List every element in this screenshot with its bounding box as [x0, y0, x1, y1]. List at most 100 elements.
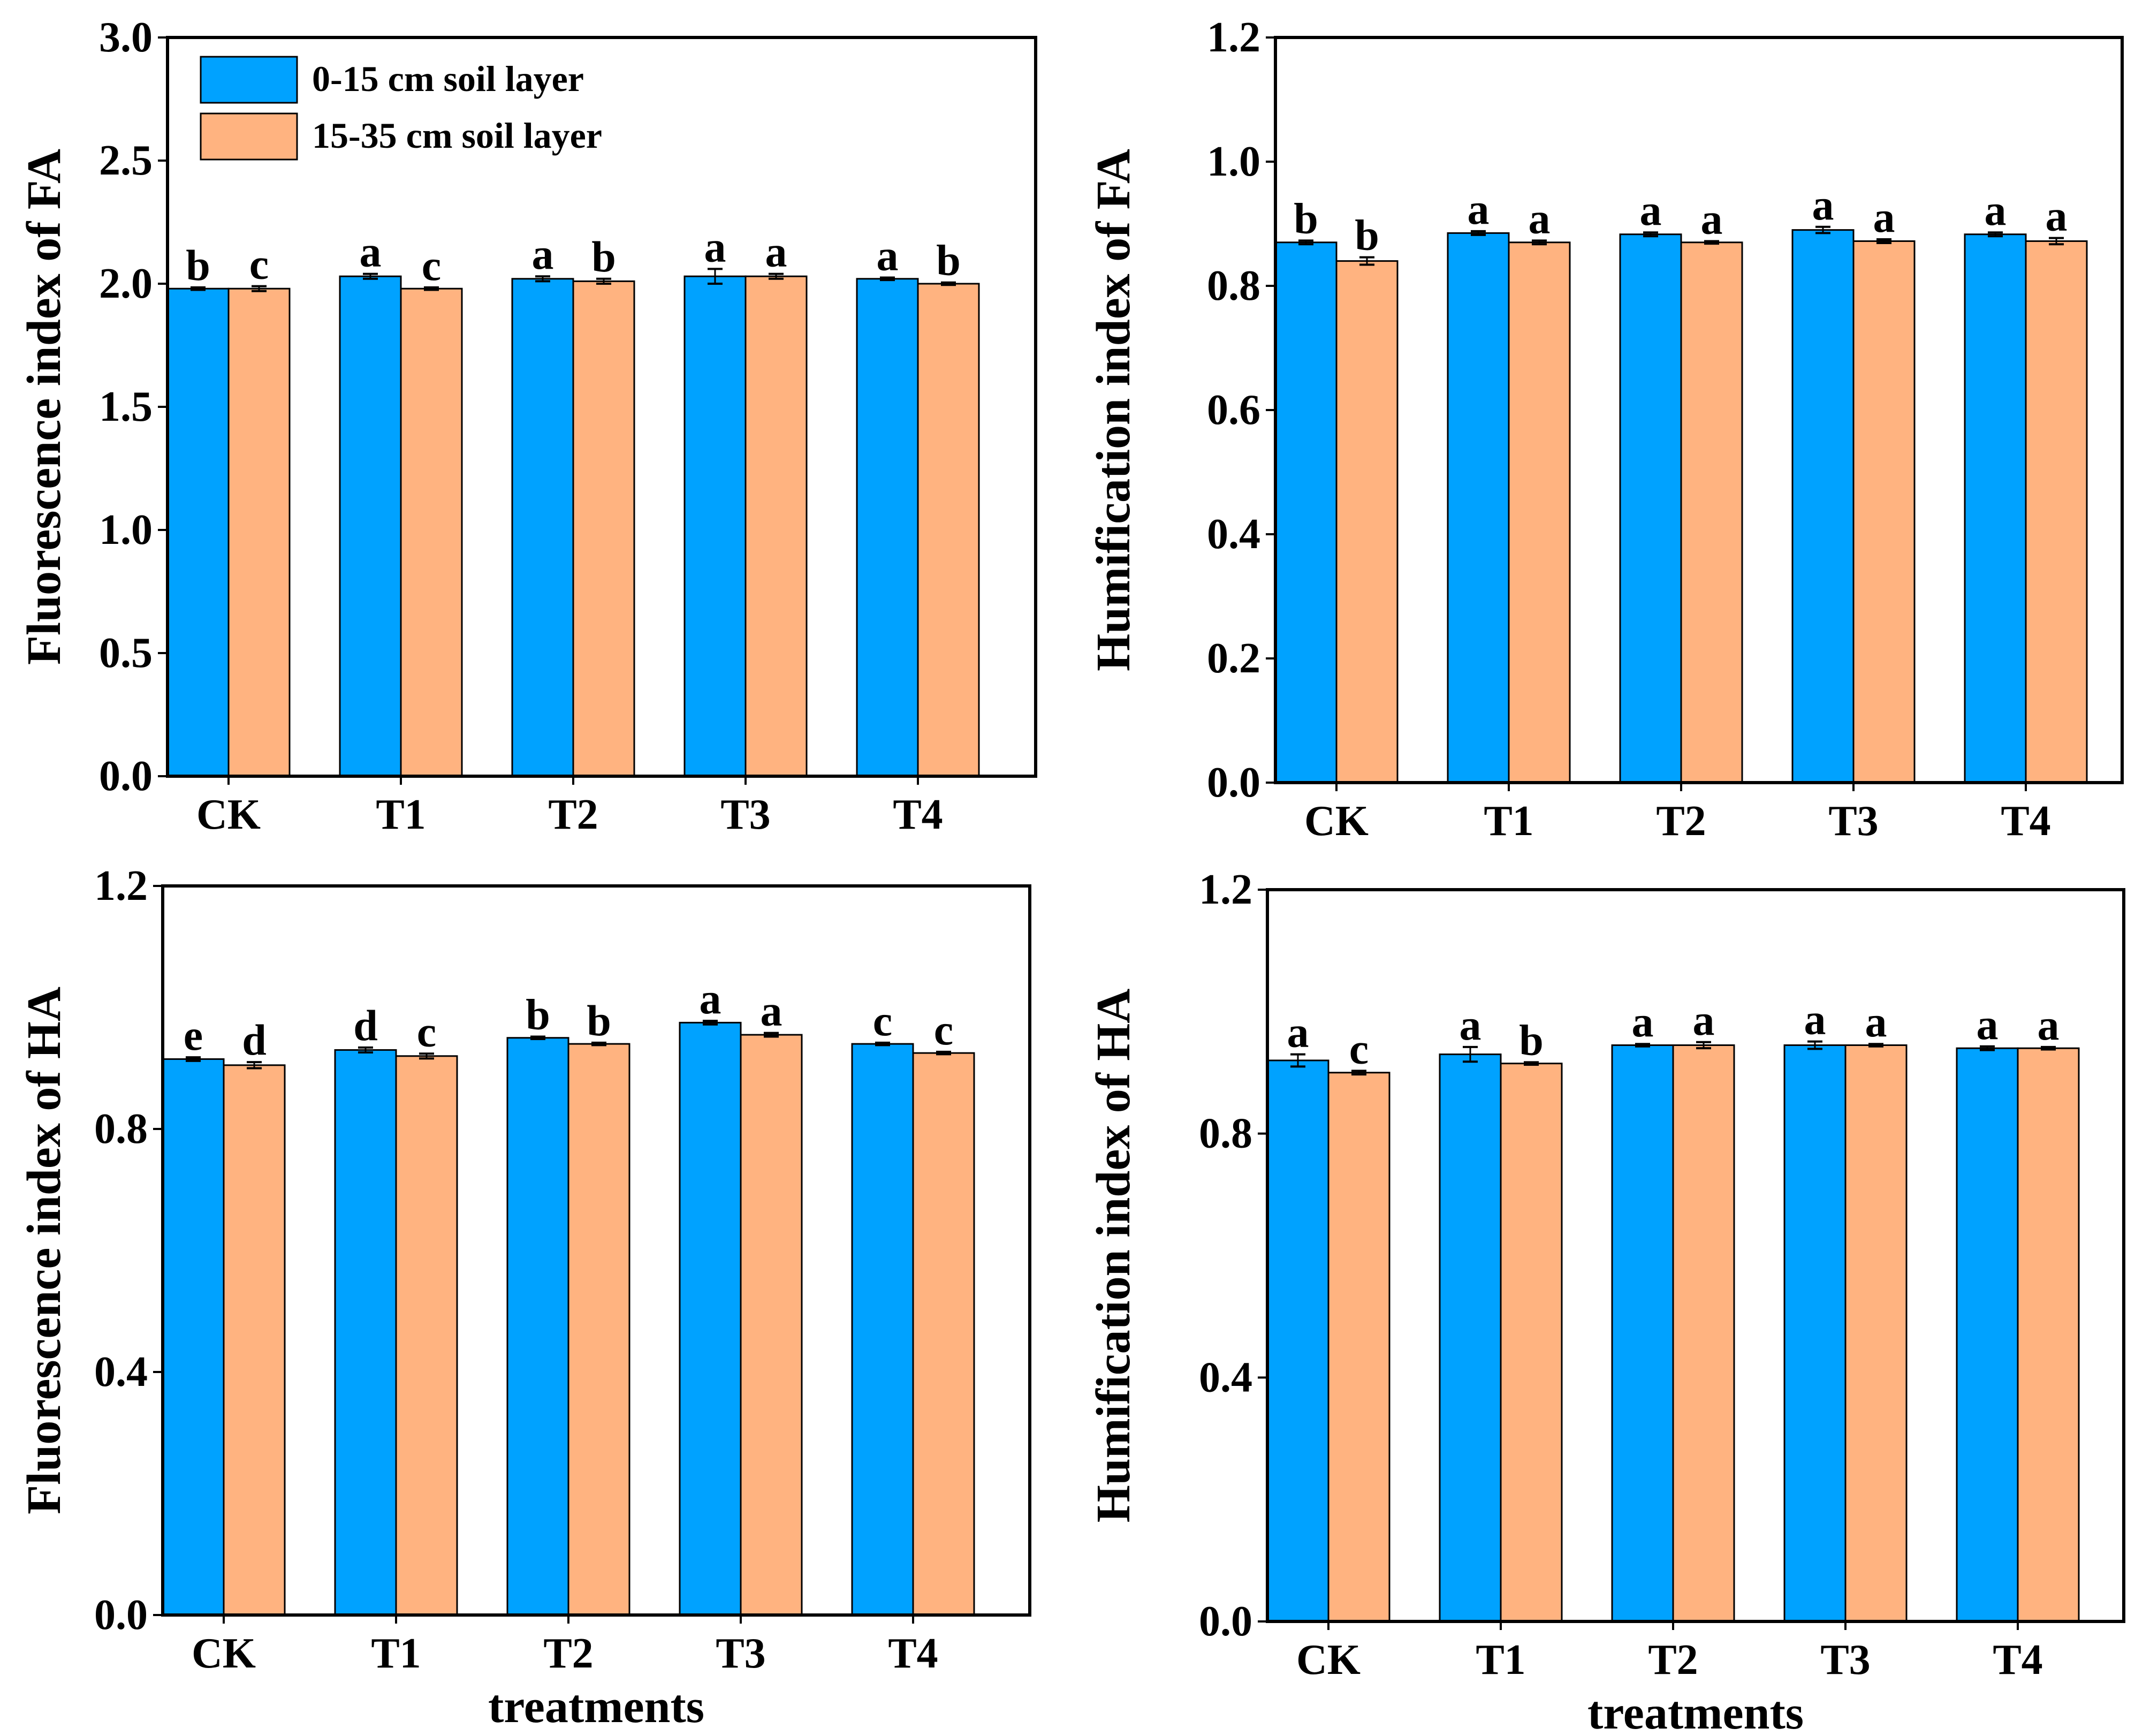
bar-0-15-ck [162, 1058, 225, 1616]
y-tick-label: 1.2 [1207, 14, 1260, 61]
category-label-t2: T2 [1648, 1636, 1698, 1684]
category-label-t3: T3 [716, 1630, 765, 1677]
significance-label: b [526, 990, 550, 1038]
significance-label: c [249, 240, 269, 289]
significance-label: e [184, 1011, 203, 1059]
bar-0-15-ck [1274, 241, 1338, 784]
y-tick-label: 2.0 [99, 260, 153, 307]
legend-swatch-0-15 [200, 56, 298, 104]
y-tick-label: 0.8 [1207, 262, 1260, 309]
significance-label: a [1873, 193, 1895, 241]
x-axis-title: treatments [488, 1681, 704, 1733]
bar-0-15-t3 [683, 275, 747, 777]
bar-15-35-t2 [572, 280, 635, 777]
bar-0-15-t1 [334, 1049, 397, 1616]
y-tick-label: 0.0 [94, 1591, 148, 1639]
significance-label: a [1812, 180, 1834, 229]
plot-frame [1266, 888, 2125, 1623]
plot-frame [166, 36, 1037, 778]
bar-15-35-t2 [1680, 241, 1743, 784]
legend-swatch-15-35 [200, 112, 298, 161]
bar-0-15-ck [1266, 1059, 1329, 1623]
legend-label: 0-15 cm soil layer [312, 58, 584, 99]
bar-15-35-t4 [2025, 240, 2088, 784]
y-axis-title: Fluorescence index of HA [18, 987, 71, 1514]
significance-label: a [1632, 997, 1654, 1046]
significance-label: a [1985, 186, 2007, 234]
category-label-t2: T2 [548, 791, 598, 838]
y-tick-label: 0.4 [1199, 1354, 1252, 1401]
significance-label: a [1529, 194, 1551, 242]
y-tick-label: 1.0 [1207, 138, 1260, 185]
significance-label: c [422, 241, 441, 290]
category-label-t3: T3 [720, 791, 770, 838]
x-axis-title: treatments [1587, 1687, 1804, 1736]
y-tick-label: 0.4 [94, 1348, 148, 1396]
bar-0-15-t4 [1956, 1047, 2019, 1623]
y-tick-label: 0.8 [1199, 1110, 1252, 1157]
significance-label: a [2046, 192, 2068, 240]
category-label-ck: CK [192, 1630, 256, 1677]
bar-15-35-t4 [912, 1052, 975, 1616]
significance-label: a [360, 228, 382, 276]
bar-0-15-t1 [339, 275, 402, 777]
category-label-t1: T1 [1476, 1636, 1525, 1684]
bar-0-15-t4 [1964, 233, 2027, 784]
bar-15-35-t1 [1508, 241, 1571, 784]
plot-frame [1274, 36, 2124, 784]
significance-label: a [532, 230, 554, 278]
bar-15-35-t1 [395, 1055, 458, 1616]
bar-15-35-ck [227, 287, 291, 777]
significance-label: d [242, 1015, 267, 1064]
bar-15-35-t1 [1500, 1063, 1563, 1623]
bar-0-15-t3 [679, 1021, 742, 1616]
y-tick-label: 0.2 [1207, 635, 1260, 682]
bar-15-35-ck [223, 1064, 286, 1616]
significance-label: b [1294, 194, 1318, 242]
y-tick-label: 0.0 [99, 753, 153, 800]
y-tick-label: 3.0 [99, 14, 153, 61]
significance-label: b [1355, 211, 1379, 260]
category-label-t3: T3 [1820, 1636, 1870, 1684]
significance-label: a [700, 974, 721, 1023]
significance-label: a [877, 231, 899, 280]
y-axis-title: Fluorescence index of FA [18, 149, 71, 665]
y-tick-label: 0.0 [1207, 759, 1260, 806]
y-tick-label: 1.2 [1199, 866, 1252, 913]
significance-label: c [417, 1007, 436, 1056]
bar-0-15-t2 [506, 1037, 569, 1616]
significance-label: b [591, 232, 616, 281]
bar-0-15-t2 [1619, 233, 1682, 784]
category-label-ck: CK [1296, 1636, 1361, 1684]
category-label-t4: T4 [2001, 798, 2050, 845]
significance-label: a [1701, 194, 1723, 243]
significance-label: a [1804, 995, 1826, 1044]
bar-15-35-t3 [1852, 240, 1916, 784]
category-label-ck: CK [1304, 798, 1369, 845]
bar-0-15-t1 [1447, 232, 1510, 784]
bar-15-35-t2 [567, 1043, 630, 1616]
significance-label: a [2038, 1000, 2060, 1049]
category-label-t3: T3 [1828, 798, 1878, 845]
significance-label: b [587, 996, 611, 1045]
y-axis-title: Humification index of FA [1087, 149, 1140, 671]
significance-label: a [1865, 997, 1887, 1046]
bar-0-15-t3 [1791, 229, 1855, 784]
y-tick-label: 1.0 [99, 506, 153, 554]
significance-label: a [1693, 996, 1715, 1044]
y-tick-label: 1.2 [94, 862, 148, 909]
significance-label: c [873, 996, 892, 1045]
y-tick-label: 0.5 [99, 630, 153, 677]
bar-15-35-t4 [2017, 1047, 2080, 1623]
bar-0-15-t4 [851, 1043, 914, 1616]
significance-label: a [1640, 186, 1662, 234]
category-label-t2: T2 [543, 1630, 593, 1677]
category-label-t1: T1 [376, 791, 426, 838]
y-tick-label: 0.4 [1207, 511, 1260, 558]
y-tick-label: 1.5 [99, 383, 153, 430]
significance-label: b [186, 241, 210, 290]
bar-15-35-ck [1335, 260, 1399, 784]
legend-label: 15-35 cm soil layer [312, 115, 602, 156]
